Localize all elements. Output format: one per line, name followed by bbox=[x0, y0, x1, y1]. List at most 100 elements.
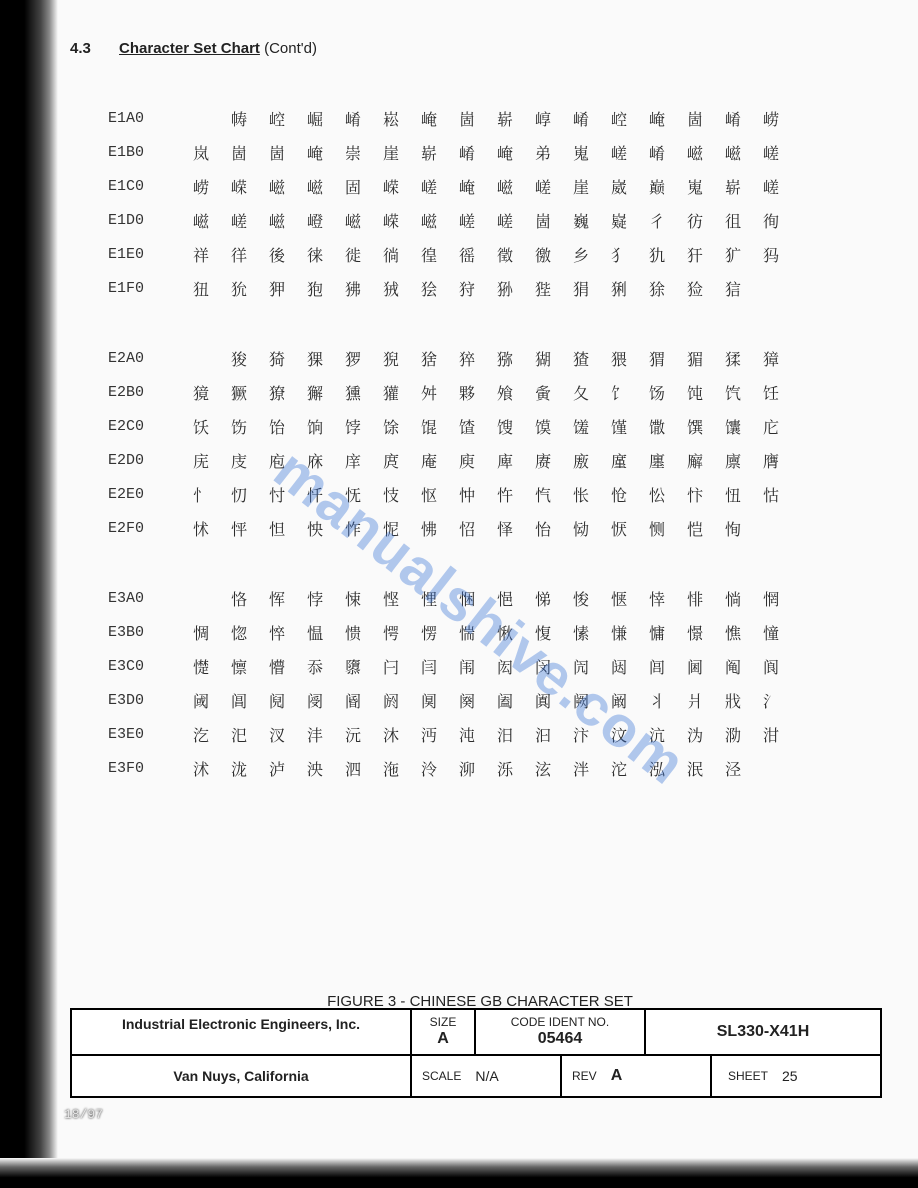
row-cells: 怵怦怛怏怍怩怫怊怿怡恸恹恻恺恂 bbox=[182, 517, 790, 540]
row-code: E1E0 bbox=[108, 246, 182, 263]
section-title: Character Set Chart bbox=[119, 40, 260, 57]
char-cell: 懵 bbox=[258, 655, 296, 678]
char-row: E2D0庑庋庖庥庠庹庵庾庳赓廒廑廛廨廪膺 bbox=[108, 443, 890, 477]
char-cell: 徇 bbox=[752, 209, 790, 232]
char-row: E3E0汔汜汊沣沅沐沔沌汨汩汴汶沆沩泐泔 bbox=[108, 717, 890, 751]
char-cell: 猡 bbox=[334, 347, 372, 370]
char-cell: 固 bbox=[334, 175, 372, 198]
char-cell: 忄 bbox=[182, 483, 220, 506]
char-cell: 汩 bbox=[524, 723, 562, 746]
char-cell: 泾 bbox=[714, 757, 752, 780]
size-label: SIZE bbox=[422, 1016, 464, 1030]
row-code: E2D0 bbox=[108, 452, 182, 469]
char-cell: 乡 bbox=[562, 243, 600, 266]
char-cell: 愕 bbox=[372, 621, 410, 644]
char-cell: 怡 bbox=[524, 517, 562, 540]
char-cell: 崭 bbox=[486, 107, 524, 130]
char-cell: 庠 bbox=[334, 449, 372, 472]
char-cell: 悃 bbox=[448, 587, 486, 610]
char-cell: 悒 bbox=[486, 587, 524, 610]
char-cell: 阃 bbox=[676, 655, 714, 678]
char-cell: 馄 bbox=[410, 415, 448, 438]
char-cell: 沆 bbox=[638, 723, 676, 746]
char-cell: 憔 bbox=[714, 621, 752, 644]
char-cell: 猸 bbox=[676, 347, 714, 370]
char-cell: 狲 bbox=[486, 277, 524, 300]
char-block: E1A0帱崆崛崤崧崦崮崭崞崤崆崦崮崤崂E1B0岚崮崮崦崇崖崭崤崦弟嵬嵯崤嵫嵫嵯E… bbox=[108, 101, 890, 305]
char-cell: 恻 bbox=[638, 517, 676, 540]
char-cell: 惝 bbox=[714, 587, 752, 610]
char-cell: 慊 bbox=[600, 621, 638, 644]
char-cell: 猕 bbox=[486, 347, 524, 370]
row-cells: 狻猗猓猡猊猞猝猕猢猹猥猬猸猱獐 bbox=[182, 347, 790, 370]
char-cell: 嶷 bbox=[600, 209, 638, 232]
char-cell: 阏 bbox=[372, 689, 410, 712]
char-cell: 闵 bbox=[524, 655, 562, 678]
char-cell: 庖 bbox=[258, 449, 296, 472]
char-row: E1B0岚崮崮崦崇崖崭崤崦弟嵬嵯崤嵫嵫嵯 bbox=[108, 135, 890, 169]
char-cell: 泖 bbox=[448, 757, 486, 780]
char-cell: 沣 bbox=[296, 723, 334, 746]
char-cell: 崆 bbox=[258, 107, 296, 130]
row-cells: 憷懔懵忝隳闩闫闱闳闵闶闼闾阃阄阆 bbox=[182, 655, 790, 678]
char-cell: 泐 bbox=[714, 723, 752, 746]
char-cell: 廛 bbox=[638, 449, 676, 472]
row-code: E3E0 bbox=[108, 726, 182, 743]
char-cell: 廨 bbox=[676, 449, 714, 472]
char-cell: 戕 bbox=[714, 689, 752, 712]
char-cell: 彷 bbox=[676, 209, 714, 232]
char-row: E1A0帱崆崛崤崧崦崮崭崞崤崆崦崮崤崂 bbox=[108, 101, 890, 135]
char-cell: 恸 bbox=[562, 517, 600, 540]
char-cell: 惬 bbox=[600, 587, 638, 610]
section-number: 4.3 bbox=[70, 40, 91, 57]
char-cell: 嵯 bbox=[220, 209, 258, 232]
char-cell: 犰 bbox=[638, 243, 676, 266]
char-cell: 泺 bbox=[486, 757, 524, 780]
char-cell: 岚 bbox=[182, 141, 220, 164]
char-cell: 帱 bbox=[220, 107, 258, 130]
char-cell: 嵫 bbox=[410, 209, 448, 232]
row-code: E2F0 bbox=[108, 520, 182, 537]
char-cell: 怍 bbox=[334, 517, 372, 540]
char-cell: 犸 bbox=[752, 243, 790, 266]
char-cell: 阈 bbox=[182, 689, 220, 712]
char-cell: 嵬 bbox=[562, 141, 600, 164]
char-cell: 隳 bbox=[334, 655, 372, 678]
section-header: 4.3 Character Set Chart (Cont'd) bbox=[70, 40, 890, 57]
char-cell: 愦 bbox=[334, 621, 372, 644]
char-cell: 忉 bbox=[220, 483, 258, 506]
char-cell: 闱 bbox=[448, 655, 486, 678]
char-cell: 猓 bbox=[296, 347, 334, 370]
char-cell: 崂 bbox=[182, 175, 220, 198]
char-cell: 泸 bbox=[258, 757, 296, 780]
row-cells: 忄忉忖忏怃忮怄忡忤忾怅怆忪忭忸怙 bbox=[182, 483, 790, 506]
char-cell: 泔 bbox=[752, 723, 790, 746]
code-ident-value: 05464 bbox=[486, 1030, 634, 1048]
char-cell: 恪 bbox=[220, 587, 258, 610]
char-cell: 嵫 bbox=[258, 209, 296, 232]
char-cell: 嵫 bbox=[334, 209, 372, 232]
char-cell: 徕 bbox=[296, 243, 334, 266]
char-cell: 崭 bbox=[714, 175, 752, 198]
char-cell: 猃 bbox=[676, 277, 714, 300]
char-cell: 猱 bbox=[714, 347, 752, 370]
char-cell: 徉 bbox=[220, 243, 258, 266]
char-cell: 馔 bbox=[676, 415, 714, 438]
char-cell: 饬 bbox=[220, 415, 258, 438]
char-cell: 獾 bbox=[372, 381, 410, 404]
char-cell: 怩 bbox=[372, 517, 410, 540]
char-cell: 崆 bbox=[600, 107, 638, 130]
char-cell: 崤 bbox=[334, 107, 372, 130]
char-cell: 忮 bbox=[372, 483, 410, 506]
char-cell: 泓 bbox=[638, 757, 676, 780]
char-cell: 阕 bbox=[448, 689, 486, 712]
char-cell: 夥 bbox=[448, 381, 486, 404]
scale-cell: SCALE N/A bbox=[412, 1056, 562, 1096]
char-cell: 猹 bbox=[562, 347, 600, 370]
char-cell: 饽 bbox=[334, 415, 372, 438]
char-row: E2A0狻猗猓猡猊猞猝猕猢猹猥猬猸猱獐 bbox=[108, 341, 890, 375]
char-cell: 恽 bbox=[258, 587, 296, 610]
char-cell: 沔 bbox=[410, 723, 448, 746]
char-cell bbox=[182, 347, 220, 370]
page-content: 4.3 Character Set Chart (Cont'd) E1A0帱崆崛… bbox=[70, 40, 890, 1128]
